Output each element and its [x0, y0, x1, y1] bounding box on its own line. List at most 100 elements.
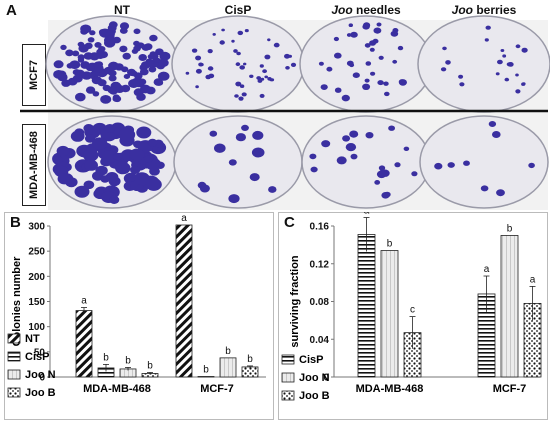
significance-letter: a — [81, 296, 87, 307]
colony — [84, 159, 98, 171]
colony — [378, 165, 386, 171]
significance-letter: a — [484, 264, 490, 275]
colony — [377, 80, 384, 86]
y-tick-label: 0.08 — [310, 297, 330, 308]
panel-a-letter: A — [6, 2, 17, 19]
colony — [484, 38, 489, 42]
significance-letter: a — [530, 274, 536, 285]
significance-letter: b — [125, 355, 131, 366]
colony — [195, 68, 202, 74]
bar — [357, 234, 376, 378]
colony — [264, 75, 269, 79]
colony — [369, 47, 375, 52]
colony — [233, 49, 238, 53]
significance-letter: b — [507, 223, 513, 234]
colony — [244, 29, 249, 33]
colony — [119, 22, 130, 30]
colony — [191, 48, 198, 53]
colony — [495, 72, 500, 76]
colony — [492, 131, 501, 138]
colony — [363, 22, 371, 29]
column-label-joo-needles: Joo needles — [331, 3, 401, 17]
colony — [198, 62, 204, 67]
legend-label: Joo N — [25, 369, 56, 381]
colony — [89, 30, 96, 36]
colony — [231, 39, 235, 43]
colony — [92, 91, 100, 97]
colony — [259, 64, 264, 68]
colony — [60, 44, 67, 51]
colony — [334, 87, 342, 93]
colony — [374, 180, 381, 185]
colony — [108, 75, 117, 82]
colony — [350, 31, 358, 38]
colony — [119, 27, 128, 34]
colony — [129, 148, 145, 161]
colony — [485, 25, 491, 30]
colony — [459, 82, 465, 87]
colony — [212, 33, 216, 36]
column-label-joo-berries: Joo berries — [451, 3, 517, 17]
colony — [144, 155, 154, 163]
colony — [445, 60, 451, 65]
colony — [397, 45, 404, 51]
colony — [140, 84, 151, 94]
y-tick-label: 0.04 — [310, 335, 330, 346]
colony — [112, 152, 123, 161]
y-tick-label: 100 — [28, 322, 45, 333]
colony — [70, 130, 85, 142]
colony — [447, 162, 455, 168]
colony — [310, 166, 318, 173]
panel-b-letter: B — [10, 214, 21, 231]
colony — [97, 79, 107, 87]
colony — [345, 143, 357, 152]
colony — [91, 63, 104, 73]
colony — [234, 94, 239, 98]
colony — [155, 48, 164, 56]
legend-swatch — [7, 333, 21, 344]
colony — [69, 60, 81, 69]
colony — [383, 81, 389, 86]
colony — [259, 93, 265, 98]
colony — [108, 21, 118, 29]
legend-swatch — [7, 351, 21, 362]
colony — [65, 49, 74, 57]
colony — [251, 147, 265, 158]
colony — [442, 46, 447, 51]
colony — [139, 68, 149, 76]
colony — [53, 156, 63, 164]
colony — [394, 162, 401, 168]
colony — [152, 61, 160, 68]
colony — [147, 138, 158, 147]
colony — [133, 172, 150, 186]
colony — [149, 51, 157, 57]
colony — [384, 91, 390, 97]
colony — [239, 84, 245, 88]
colony — [104, 124, 116, 133]
bar — [75, 310, 93, 378]
colony — [273, 42, 280, 48]
y-tick-label: 0 — [39, 373, 45, 384]
colony — [104, 67, 111, 73]
colony — [136, 93, 146, 101]
y-tick-label: 300 — [28, 222, 45, 233]
colony — [515, 73, 519, 77]
y-axis-label: Colonies number — [11, 256, 23, 347]
colony — [98, 46, 106, 52]
colony — [123, 74, 131, 79]
significance-letter: b — [225, 346, 231, 357]
colony — [155, 79, 164, 86]
bar — [219, 357, 237, 378]
colony — [290, 62, 297, 67]
colony — [321, 140, 331, 148]
significance-letter: b — [247, 354, 253, 365]
colony — [373, 27, 382, 34]
category-label: MDA-MB-468 — [83, 383, 151, 395]
significance-letter: a — [364, 212, 370, 217]
colony — [515, 89, 521, 94]
colony — [136, 126, 152, 139]
colony — [521, 82, 526, 86]
colony — [381, 192, 390, 199]
colony — [241, 124, 249, 131]
colony — [83, 52, 94, 60]
